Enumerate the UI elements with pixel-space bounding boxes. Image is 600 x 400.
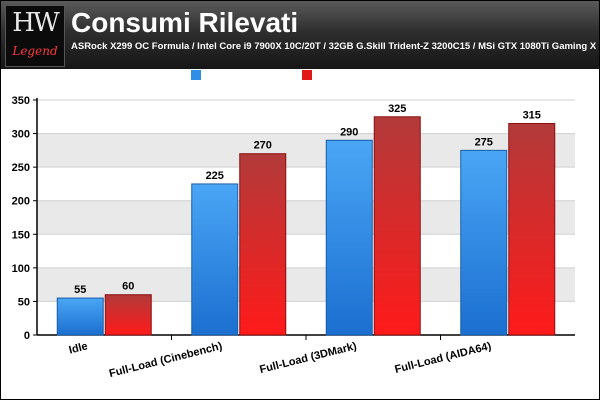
data-label: 275 (475, 136, 493, 148)
bar (191, 183, 239, 336)
data-label: 225 (206, 170, 224, 182)
x-category-label: Idle (68, 340, 89, 356)
x-category-label: Full-Load (AIDA64) (394, 340, 493, 376)
legend-swatch-overclock (301, 70, 312, 80)
y-tick-label: 250 (12, 162, 30, 174)
legend-label-overclock: Profilo Overclock (317, 70, 409, 82)
y-tick-label: 300 (12, 129, 30, 141)
legend-label-default: Profilo Default (207, 70, 283, 82)
chart-header: HW Legend Consumi Rilevati ASRock X299 O… (1, 1, 600, 82)
y-tick-label: 350 (12, 95, 30, 107)
logo-subtext: Legend (12, 44, 58, 58)
x-category-label: Full-Load (3DMark) (258, 340, 358, 376)
y-tick-label: 50 (18, 296, 30, 308)
chart-subtitle: ASRock X299 OC Formula / Intel Core i9 7… (71, 41, 600, 52)
data-label: 55 (74, 284, 86, 296)
y-tick-label: 100 (12, 263, 30, 275)
bar (373, 116, 421, 336)
bar (239, 153, 287, 336)
data-label: 290 (340, 126, 358, 138)
bar (508, 123, 556, 336)
legend-swatch-default (191, 70, 202, 80)
legend-item-default: Profilo Default (191, 70, 283, 82)
data-label: 325 (388, 103, 406, 115)
grid-band (37, 100, 575, 134)
data-label: 270 (254, 140, 272, 152)
legend-item-overclock: Profilo Overclock (301, 70, 409, 82)
data-label: 315 (523, 110, 541, 122)
bar (56, 297, 104, 336)
chart-legend: Profilo Default Profilo Overclock (1, 70, 599, 82)
y-tick-label: 150 (12, 229, 30, 241)
bar (104, 294, 152, 336)
y-tick-label: 0 (24, 330, 30, 342)
site-logo: HW Legend (5, 5, 65, 67)
y-tick-label: 200 (12, 196, 30, 208)
bar (460, 149, 508, 336)
bar (325, 139, 373, 336)
logo-mark: HW (12, 8, 59, 38)
data-label: 60 (122, 281, 134, 293)
chart-title: Consumi Rilevati (71, 7, 299, 38)
x-category-label: Full-Load (Cinebench) (108, 340, 224, 380)
